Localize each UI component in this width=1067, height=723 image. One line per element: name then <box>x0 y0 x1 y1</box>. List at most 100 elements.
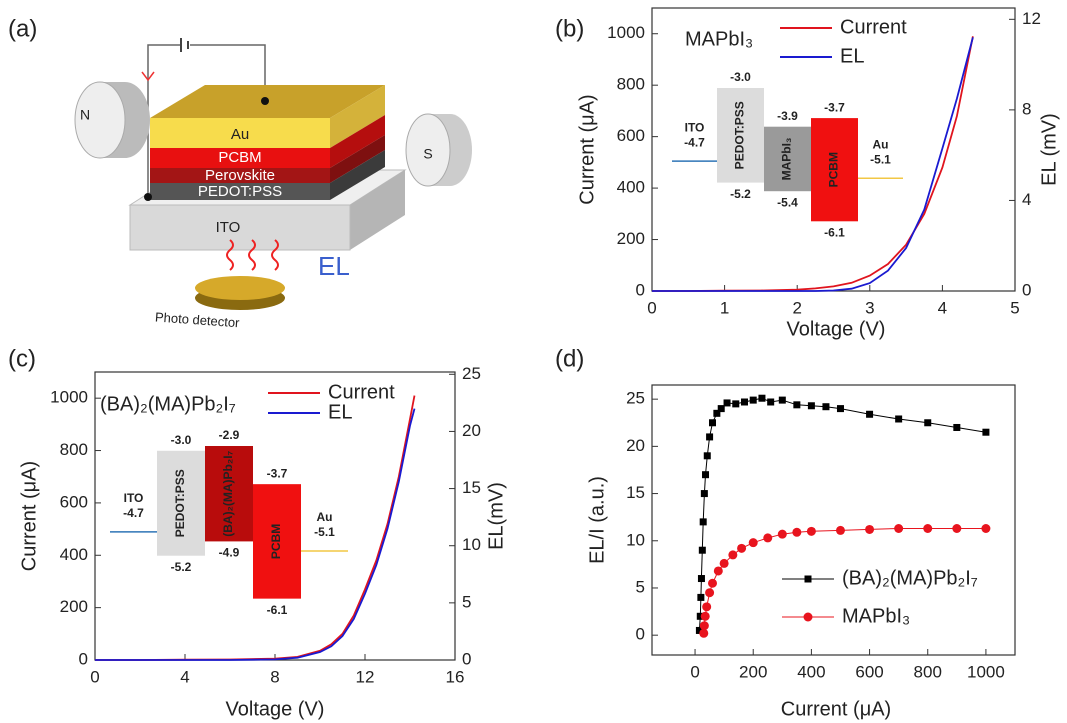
marker <box>767 398 774 405</box>
legend-label: Current <box>328 381 395 403</box>
band-bottom-label: -5.2 <box>730 187 751 201</box>
marker <box>700 621 709 630</box>
band-name: PEDOT:PSS <box>733 101 747 169</box>
marker <box>714 566 723 575</box>
detector: Photo detector <box>155 276 285 330</box>
y-tick-label: 0 <box>636 625 645 644</box>
x-tick-label: 8 <box>270 667 279 686</box>
marker <box>758 395 765 402</box>
marker <box>700 518 707 525</box>
band-bottom-label: -5.4 <box>777 195 798 209</box>
energy-inset: ITO-4.7PEDOT:PSS-3.0-5.2(BA)₂(MA)Pb₂I₇-2… <box>110 428 348 617</box>
y2-axis-title: EL (mV) <box>1038 113 1060 186</box>
band-top-label: -3.7 <box>824 100 845 114</box>
band-top-label: -3.9 <box>777 109 798 123</box>
y2-tick-label: 10 <box>462 535 481 554</box>
marker <box>808 402 815 409</box>
y-axis-title: EL/I (a.u.) <box>586 476 608 564</box>
band-name: PCBM <box>269 524 283 559</box>
marker <box>706 433 713 440</box>
marker <box>699 547 706 554</box>
x-tick-label: 600 <box>855 662 883 681</box>
band-bottom-label: -6.1 <box>824 225 845 239</box>
marker <box>778 530 787 539</box>
marker <box>923 524 932 533</box>
y-tick-label: 15 <box>626 483 645 502</box>
contact <box>144 193 152 201</box>
legend-label: EL <box>328 401 352 423</box>
y-tick-label: 600 <box>617 126 645 145</box>
marker <box>895 415 902 422</box>
layer-label: Perovskite <box>205 167 275 184</box>
x-tick-label: 1000 <box>967 662 1005 681</box>
y-tick-label: 400 <box>617 178 645 197</box>
electrode-level-label: -4.7 <box>684 135 705 149</box>
electrode-level-label: -4.7 <box>123 506 144 520</box>
y2-tick-label: 12 <box>1022 9 1041 28</box>
magnet-label: N <box>80 107 90 123</box>
band-top-label: -3.0 <box>171 433 192 447</box>
marker <box>953 424 960 431</box>
marker <box>709 419 716 426</box>
marker <box>698 575 705 582</box>
marker <box>701 612 710 621</box>
electrode-level-label: -5.1 <box>870 152 891 166</box>
marker <box>894 524 903 533</box>
y2-tick-label: 5 <box>462 592 471 611</box>
marker <box>741 398 748 405</box>
x-axis-title: Current (μA) <box>781 698 891 720</box>
annotation: MAPbI₃ <box>685 28 753 50</box>
marker <box>779 397 786 404</box>
detector-label: Photo detector <box>155 309 241 330</box>
marker <box>866 411 873 418</box>
layer-label: Au <box>231 126 249 143</box>
y2-tick-label: 0 <box>1022 280 1031 299</box>
contact <box>261 97 269 105</box>
electrode-level-label: -5.1 <box>314 525 335 539</box>
marker <box>737 544 746 553</box>
x-axis-title: Voltage (V) <box>226 698 325 720</box>
legend-label: Current <box>840 16 907 38</box>
x-tick-label: 4 <box>180 667 189 686</box>
x-tick-label: 16 <box>446 667 465 686</box>
band-name: PCBM <box>827 152 841 187</box>
electrode-name: Au <box>317 510 333 524</box>
y-tick-label: 1000 <box>50 388 88 407</box>
x-tick-label: 2 <box>792 298 801 317</box>
marker <box>702 602 711 611</box>
y-tick-label: 1000 <box>607 23 645 42</box>
magnet-s: S <box>406 114 472 186</box>
panel-a: (a) N S ITO <box>8 15 472 330</box>
y2-tick-label: 0 <box>462 649 471 668</box>
marker <box>793 401 800 408</box>
layer-label: PCBM <box>218 149 261 166</box>
legend-label: (BA)₂(MA)Pb₂I₇ <box>842 567 978 589</box>
band-name: (BA)₂(MA)Pb₂I₇ <box>221 450 235 536</box>
marker <box>701 490 708 497</box>
x-tick-label: 4 <box>938 298 947 317</box>
layer-label: ITO <box>216 219 241 236</box>
band-name: PEDOT:PSS <box>173 469 187 537</box>
y2-tick-label: 20 <box>462 421 481 440</box>
device-stack: Au PCBM Perovskite PEDOT:PSS <box>144 85 385 201</box>
detector-top <box>195 276 285 300</box>
band-top-label: -2.9 <box>219 428 240 442</box>
magnet-n: N <box>75 82 150 158</box>
marker <box>763 533 772 542</box>
y-tick-label: 0 <box>79 649 88 668</box>
band-bottom-label: -6.1 <box>267 603 288 617</box>
y-tick-label: 800 <box>617 75 645 94</box>
marker <box>792 528 801 537</box>
y-axis-title: Current (μA) <box>18 461 40 571</box>
band-bottom-label: -4.9 <box>219 546 240 560</box>
marker <box>720 559 729 568</box>
marker <box>865 525 874 534</box>
x-tick-label: 200 <box>739 662 767 681</box>
electrode-name: ITO <box>685 120 705 134</box>
marker <box>837 405 844 412</box>
marker <box>924 419 931 426</box>
y2-tick-label: 15 <box>462 478 481 497</box>
marker <box>822 403 829 410</box>
x-tick-label: 400 <box>797 662 825 681</box>
